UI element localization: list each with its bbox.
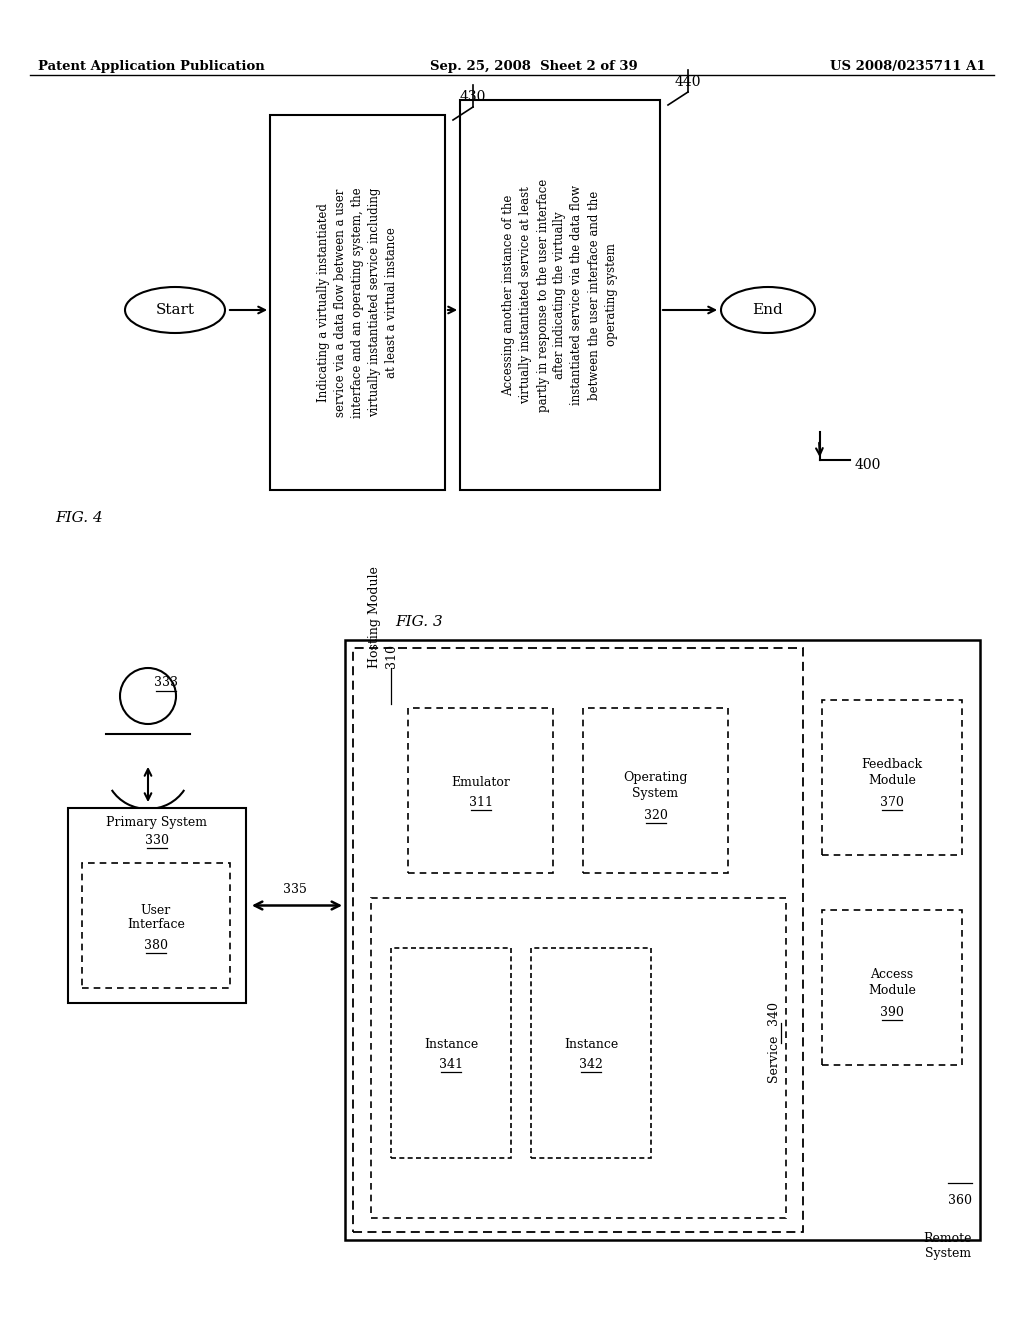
Bar	[822, 700, 962, 855]
Text: Service: Service	[768, 1035, 780, 1081]
Text: 330: 330	[145, 834, 169, 847]
Text: Accessing another instance of the
virtually instantiated service at least
partly: Accessing another instance of the virtua…	[503, 178, 617, 412]
Text: US 2008/0235711 A1: US 2008/0235711 A1	[830, 59, 986, 73]
Text: End: End	[753, 304, 783, 317]
Text: User
Interface: User Interface	[127, 903, 185, 932]
Bar	[822, 909, 962, 1065]
Bar	[408, 708, 553, 873]
Text: Indicating a virtually instantiated
service via a data flow between a user
inter: Indicating a virtually instantiated serv…	[317, 187, 398, 418]
Text: Sep. 25, 2008  Sheet 2 of 39: Sep. 25, 2008 Sheet 2 of 39	[430, 59, 638, 73]
Bar	[583, 708, 728, 873]
Bar	[345, 640, 980, 1239]
Bar	[68, 808, 246, 1003]
Text: Remote
System: Remote System	[924, 1232, 972, 1261]
Text: FIG. 3: FIG. 3	[395, 615, 442, 630]
Text: Emulator: Emulator	[451, 776, 510, 789]
Text: 320: 320	[643, 809, 668, 822]
Bar	[270, 115, 445, 490]
Text: Feedback
Module: Feedback Module	[861, 759, 923, 787]
Text: 342: 342	[579, 1059, 603, 1072]
Text: 430: 430	[460, 90, 486, 104]
Bar	[391, 948, 511, 1158]
Text: 360: 360	[948, 1195, 972, 1206]
Text: Instance: Instance	[564, 1039, 618, 1052]
Text: Start: Start	[156, 304, 195, 317]
Text: 370: 370	[880, 796, 904, 809]
Text: 390: 390	[880, 1006, 904, 1019]
Ellipse shape	[125, 286, 225, 333]
Text: 400: 400	[855, 458, 882, 473]
Bar	[531, 948, 651, 1158]
Text: FIG. 4: FIG. 4	[55, 511, 102, 525]
Bar	[353, 648, 803, 1232]
Text: 335: 335	[283, 883, 307, 896]
Bar	[82, 863, 230, 987]
Text: 310: 310	[385, 644, 398, 668]
Bar	[371, 898, 786, 1218]
Text: Primary System: Primary System	[106, 816, 208, 829]
Bar	[460, 100, 660, 490]
Text: Hosting Module: Hosting Module	[368, 566, 381, 668]
Text: 340: 340	[768, 1001, 780, 1026]
Text: 311: 311	[469, 796, 493, 809]
Text: Patent Application Publication: Patent Application Publication	[38, 59, 265, 73]
Text: 440: 440	[675, 75, 701, 88]
Ellipse shape	[120, 668, 176, 723]
Text: Access
Module: Access Module	[868, 969, 915, 997]
Text: 380: 380	[144, 939, 168, 952]
Text: Instance: Instance	[424, 1039, 478, 1052]
Text: 333: 333	[154, 676, 178, 689]
Ellipse shape	[721, 286, 815, 333]
Text: Operating
System: Operating System	[624, 771, 688, 800]
Text: 341: 341	[439, 1059, 463, 1072]
